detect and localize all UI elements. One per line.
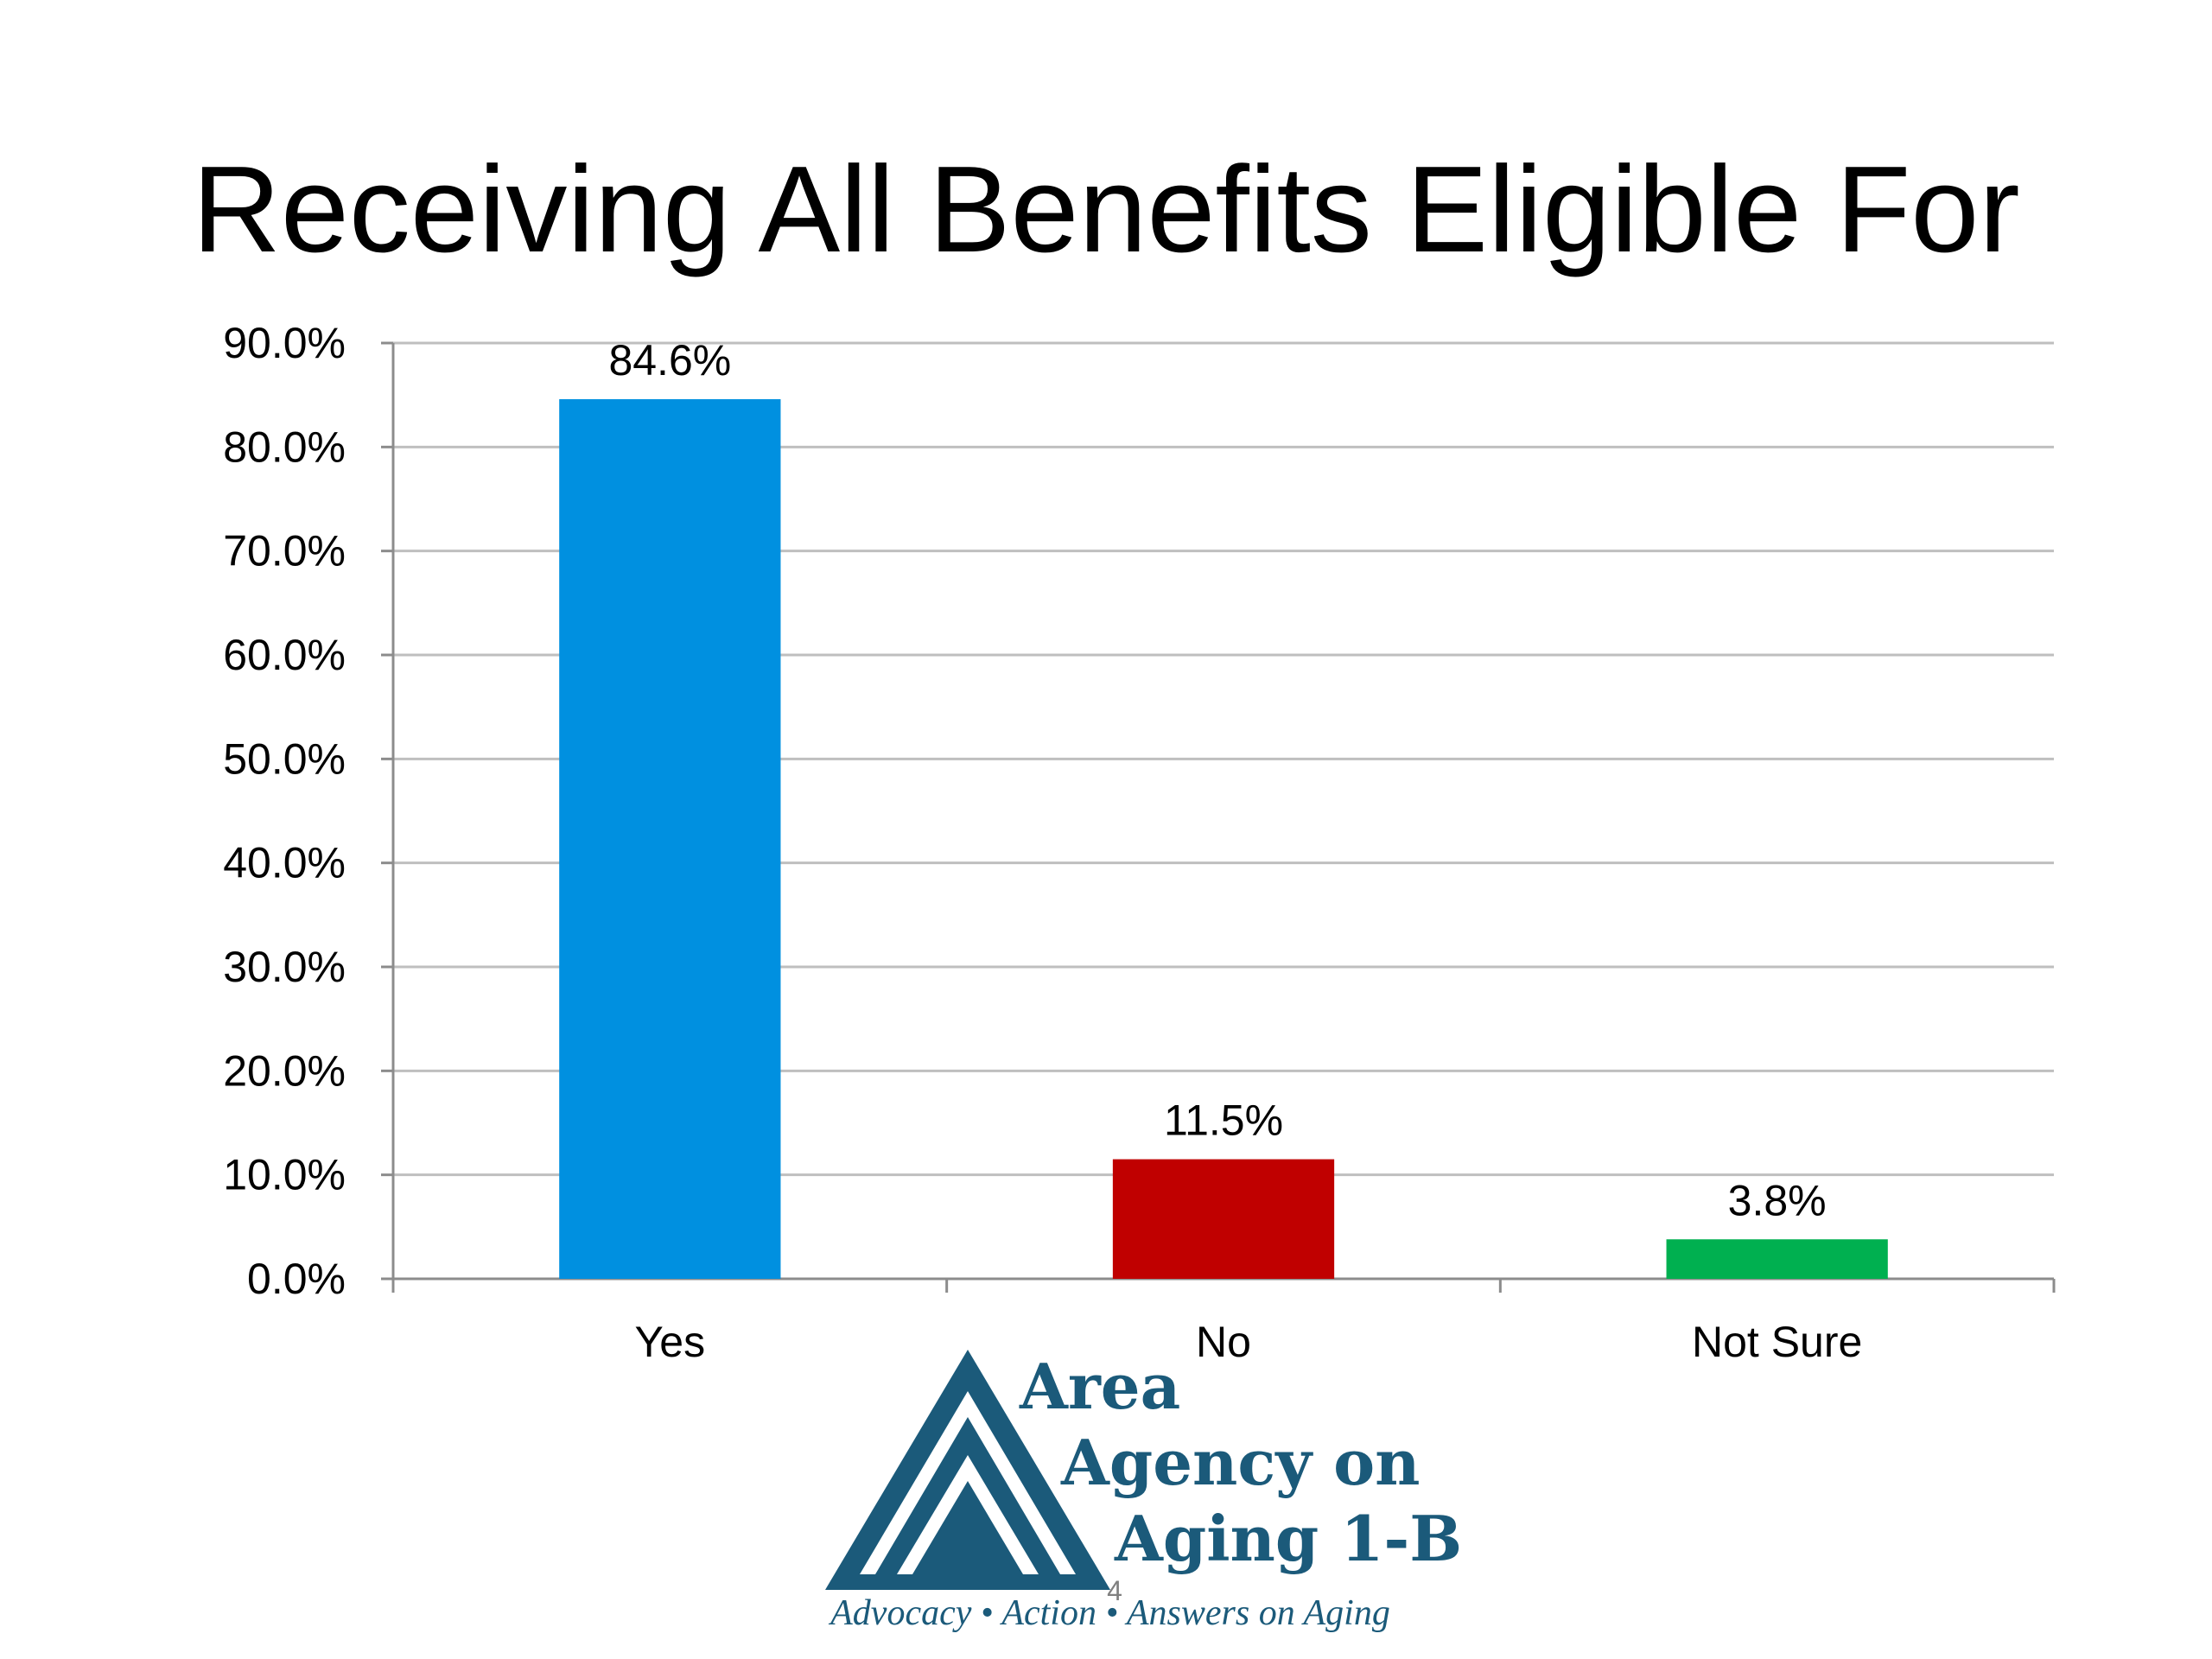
bars — [559, 398, 1888, 1280]
slide-title: Receiving All Benefits Eligible For — [192, 141, 2020, 278]
data-label: 84.6% — [608, 336, 731, 385]
agency-logo: Area Agency on Aging 1-B Advocacy • Acti… — [825, 1350, 1462, 1633]
bar-yes — [559, 398, 781, 1280]
x-category-label: No — [1196, 1318, 1251, 1366]
data-label: 11.5% — [1164, 1096, 1283, 1145]
labels: 0.0% 10.0% 20.0% 30.0% 40.0% 50.0% 60.0% 70.0% 8… — [223, 319, 1862, 1366]
y-tick-label: 70.0% — [223, 527, 346, 575]
y-tick-label: 80.0% — [223, 423, 346, 471]
y-tick-label: 20.0% — [223, 1046, 346, 1095]
bar-no — [1112, 1159, 1335, 1279]
logo-tagline: Advocacy • Action • Answers on Aging — [828, 1593, 1390, 1633]
triangle-logo-icon — [825, 1350, 1110, 1590]
x-category-label: Yes — [635, 1318, 706, 1366]
y-tick-label: 30.0% — [223, 943, 346, 991]
data-label: 3.8% — [1728, 1176, 1827, 1224]
y-tick-label: 40.0% — [223, 839, 346, 887]
bar-not-sure — [1666, 1239, 1888, 1279]
logo-line-area: Area — [1019, 1350, 1180, 1423]
y-tick-label: 60.0% — [223, 631, 346, 679]
x-category-label: Not Sure — [1692, 1318, 1862, 1366]
y-tick-label: 0.0% — [247, 1255, 346, 1303]
y-tick-label: 10.0% — [223, 1151, 346, 1199]
y-tick-label: 90.0% — [223, 319, 346, 367]
page-number: 4 — [1107, 1575, 1122, 1606]
logo-line-aging: Aging 1-B — [1114, 1502, 1462, 1575]
y-tick-label: 50.0% — [223, 734, 346, 783]
logo-line-agency: Agency on — [1060, 1426, 1420, 1499]
